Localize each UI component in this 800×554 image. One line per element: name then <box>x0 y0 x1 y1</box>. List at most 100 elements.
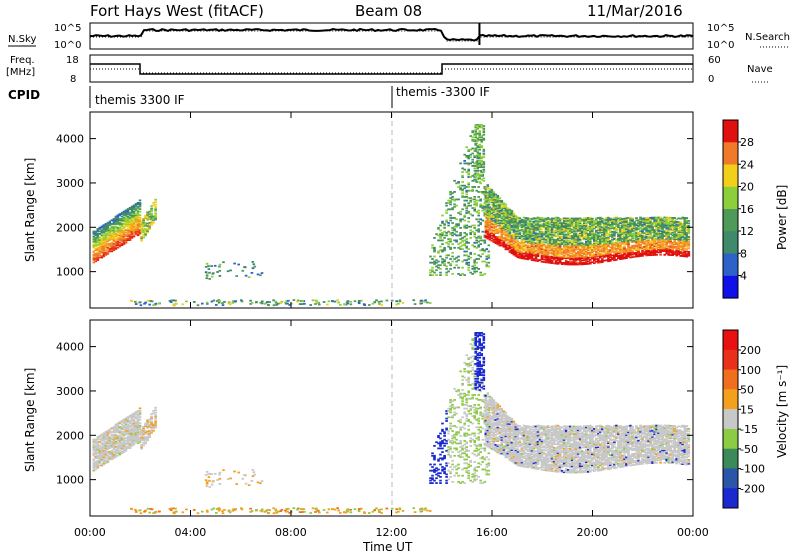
power-cell <box>685 224 689 227</box>
power-cell <box>653 229 656 231</box>
power-cell <box>540 226 544 228</box>
power-cell <box>534 222 538 225</box>
power-cell <box>124 218 128 220</box>
power-cell <box>441 222 444 224</box>
velocity-cell <box>126 438 130 441</box>
velocity-cell <box>92 454 96 457</box>
power-cell <box>154 206 157 208</box>
velocity-cell <box>136 427 140 430</box>
power-cell <box>92 251 96 254</box>
power-cell <box>494 198 498 201</box>
power-cell <box>675 227 678 229</box>
power-cell <box>625 218 628 221</box>
power-cell <box>655 225 658 228</box>
power-cell <box>657 222 660 225</box>
velocity-cell <box>148 436 151 438</box>
power-cell <box>516 224 520 226</box>
power-cell <box>480 163 483 166</box>
power-cell <box>514 255 518 257</box>
power-cell <box>562 234 566 237</box>
power-cell <box>106 223 110 225</box>
velocity-cell <box>149 508 152 510</box>
power-cell <box>673 227 676 229</box>
power-cell <box>494 202 498 205</box>
power-cell <box>540 245 544 248</box>
power-cell <box>150 300 154 303</box>
power-cell <box>482 125 486 127</box>
power-cell <box>556 245 560 248</box>
power-cell <box>108 244 112 246</box>
power-cell <box>536 235 540 238</box>
power-cell <box>623 248 626 251</box>
velocity-cell <box>136 419 140 422</box>
power-cell <box>486 215 490 218</box>
power-cell <box>510 234 514 237</box>
power-cell <box>128 214 132 217</box>
power-cell <box>587 235 590 238</box>
power-cell <box>617 257 620 260</box>
power-cell <box>574 246 578 248</box>
power-cell <box>601 229 604 231</box>
velocity-cell <box>124 431 128 433</box>
power-cell <box>627 223 630 226</box>
power-cell <box>603 259 606 262</box>
power-cell <box>500 237 504 239</box>
power-cell <box>316 301 320 304</box>
power-cell <box>108 234 112 237</box>
power-cell <box>118 245 122 248</box>
power-cell <box>508 239 512 242</box>
power-cell <box>583 219 586 222</box>
power-cell <box>562 244 566 247</box>
power-cell <box>677 248 680 251</box>
power-cell <box>532 248 536 251</box>
power-cell <box>669 238 672 240</box>
power-cell <box>641 237 644 240</box>
power-cell <box>685 238 689 241</box>
power-cell <box>554 216 558 219</box>
power-cell <box>504 209 508 212</box>
power-cell <box>138 225 142 228</box>
power-cell <box>473 156 476 159</box>
power-cell <box>132 230 136 233</box>
power-cell <box>116 231 120 234</box>
power-cell <box>560 233 564 236</box>
power-cell <box>623 240 626 242</box>
power-cell <box>508 210 512 212</box>
power-cell <box>536 222 540 225</box>
power-cell <box>583 232 586 234</box>
velocity-cell <box>104 452 108 454</box>
velocity-cell <box>140 429 143 431</box>
power-cell <box>433 246 436 249</box>
power-cell <box>104 244 108 246</box>
velocity-cell <box>118 444 122 447</box>
power-cell <box>144 301 147 304</box>
velocity-cell <box>104 443 108 446</box>
power-cell <box>496 197 500 200</box>
velocity-cell <box>122 442 126 445</box>
power-cell <box>140 228 143 231</box>
power-cell <box>459 220 462 223</box>
velocity-cell <box>136 422 140 425</box>
power-cell <box>641 241 644 243</box>
power-cell <box>469 135 472 137</box>
power-cell <box>455 230 458 233</box>
velocity-cell <box>94 463 98 466</box>
power-cell <box>623 232 626 235</box>
velocity-cell <box>112 444 116 447</box>
power-cell <box>611 249 614 252</box>
power-cell <box>457 243 460 245</box>
power-cell <box>617 225 620 227</box>
power-cell <box>498 242 502 244</box>
power-cell <box>657 251 660 254</box>
velocity-cell <box>92 443 96 446</box>
power-cell <box>467 172 470 175</box>
power-cell <box>114 221 118 224</box>
power-cell <box>471 174 474 177</box>
power-cell <box>643 241 646 243</box>
power-cell <box>536 220 540 223</box>
power-cell <box>562 224 566 227</box>
power-cell <box>485 264 489 267</box>
power-cell <box>496 229 500 232</box>
power-cell <box>210 265 213 267</box>
power-cell <box>601 260 604 262</box>
